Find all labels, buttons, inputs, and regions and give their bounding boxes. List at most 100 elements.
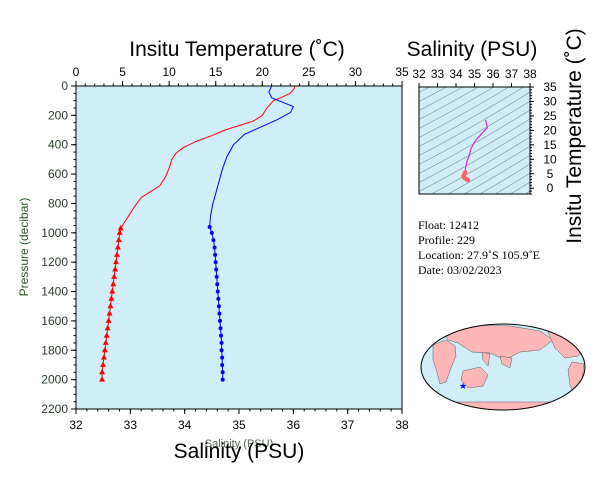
map-landmass — [481, 351, 513, 369]
sal-axis-title-small: Salinity (PSU) — [205, 438, 273, 450]
ts-series-0 — [464, 119, 489, 170]
plot-area — [76, 86, 402, 409]
pressure-tick-label: 1400 — [41, 285, 68, 299]
ts-temp-tick-label: 0 — [547, 181, 554, 195]
dot-marker — [220, 377, 225, 382]
map-landmass — [442, 324, 554, 361]
dot-marker — [212, 245, 217, 250]
profile-plot: 0 5 10 15 20 25 30 35 Insitu Temperature (˚C) 32 3… — [17, 38, 409, 463]
series-line-1 — [101, 228, 122, 380]
triangle-marker — [113, 251, 120, 257]
ts-sal-axis-title: Salinity (PSU) — [407, 38, 538, 61]
triangle-marker — [112, 266, 119, 272]
ts-isoline — [419, 87, 431, 93]
dot-marker — [215, 282, 220, 287]
ts-sal-tick-label: 36 — [486, 67, 500, 81]
pressure-tick-label: 400 — [48, 138, 68, 152]
triangle-marker — [110, 280, 117, 287]
triangle-marker — [104, 324, 111, 331]
dot-marker — [220, 362, 225, 367]
series-line-3 — [209, 226, 224, 380]
ts-temp-tick-label: 10 — [543, 152, 557, 166]
ts-isoline — [419, 118, 530, 183]
triangle-marker — [106, 310, 113, 316]
ts-isoline — [419, 100, 530, 165]
pressure-tick-label: 800 — [48, 196, 68, 210]
triangle-marker — [101, 346, 108, 353]
ts-temp-tick-label: 5 — [547, 167, 554, 181]
triangle-marker — [117, 224, 124, 231]
pressure-tick-label: 1600 — [41, 314, 68, 328]
ts-plot-area — [419, 87, 530, 194]
ts-sal-tick-label: 32 — [412, 67, 426, 81]
profile-label: Profile: 229 — [418, 233, 475, 247]
float-location-marker: ★ — [459, 382, 467, 392]
ts-sal-tick-label: 35 — [468, 67, 482, 81]
sal-tick-label: 37 — [341, 418, 355, 432]
triangle-marker — [113, 258, 120, 265]
ts-sal-tick-label: 34 — [449, 67, 463, 81]
date-label: Date: 03/02/2023 — [418, 263, 502, 277]
ts-isoline — [419, 109, 530, 174]
temp-tick-label: 10 — [162, 65, 176, 79]
pressure-axis-title: Pressure (decibar) — [17, 198, 31, 297]
ts-temp-axis-title: Insitu Temperature (˚C) — [563, 28, 586, 244]
dot-marker — [219, 348, 224, 353]
pressure-tick-label: 200 — [48, 108, 68, 122]
triangle-marker — [99, 368, 106, 375]
ts-isoline — [419, 87, 479, 120]
pressure-tick-label: 2200 — [41, 402, 68, 416]
dot-marker — [218, 326, 223, 331]
pressure-tick-label: 1800 — [41, 343, 68, 357]
temp-axis-title: Insitu Temperature (˚C) — [129, 38, 345, 61]
temp-tick-label: 5 — [119, 65, 126, 79]
triangle-marker — [107, 302, 114, 309]
world-map: ★ — [420, 323, 586, 411]
pressure-tick-label: 600 — [48, 167, 68, 181]
ts-temp-tick-label: 25 — [543, 109, 557, 123]
sal-tick-label: 33 — [124, 418, 138, 432]
ts-isoline — [509, 181, 530, 194]
ts-temp-tick-label: 35 — [543, 80, 557, 94]
pressure-tick-label: 1000 — [41, 226, 68, 240]
ts-isolines — [419, 87, 530, 194]
temp-tick-label: 15 — [209, 65, 223, 79]
dot-marker — [213, 252, 218, 257]
float-label: Float: 12412 — [418, 218, 480, 232]
temp-tick-label: 25 — [302, 65, 316, 79]
triangle-marker — [100, 361, 107, 367]
sal-axis-title: Salinity (PSU) — [174, 440, 305, 463]
map-landmass — [460, 366, 489, 389]
ts-isoline — [419, 87, 495, 129]
triangle-marker — [99, 376, 106, 382]
dot-marker — [213, 260, 218, 265]
ts-isoline — [430, 136, 530, 194]
dot-marker — [219, 340, 224, 345]
triangle-marker — [102, 339, 109, 345]
series-line-0 — [120, 85, 296, 229]
temp-tick-label: 0 — [73, 65, 80, 79]
dot-marker — [217, 311, 222, 316]
ts-temp-tick-label: 15 — [543, 138, 557, 152]
dot-marker — [214, 267, 219, 272]
triangle-marker — [115, 236, 122, 243]
triangle-marker — [100, 354, 107, 360]
pressure-tick-label: 0 — [61, 79, 68, 93]
ts-isoline — [419, 87, 447, 102]
map-landmass — [432, 339, 457, 385]
sal-tick-label: 35 — [232, 418, 246, 432]
ts-isoline — [479, 163, 530, 194]
map-outline — [420, 323, 586, 411]
ts-isoline — [463, 154, 530, 194]
triangle-marker — [108, 295, 115, 301]
temp-tick-label: 30 — [349, 65, 363, 79]
ts-dot — [465, 177, 471, 183]
triangle-marker — [109, 288, 116, 294]
triangle-marker — [105, 317, 112, 323]
sal-tick-label: 32 — [69, 418, 83, 432]
ts-isoline — [447, 145, 530, 194]
ts-sal-tick-label: 37 — [505, 67, 519, 81]
dot-marker — [214, 274, 219, 279]
triangle-marker — [116, 229, 123, 235]
